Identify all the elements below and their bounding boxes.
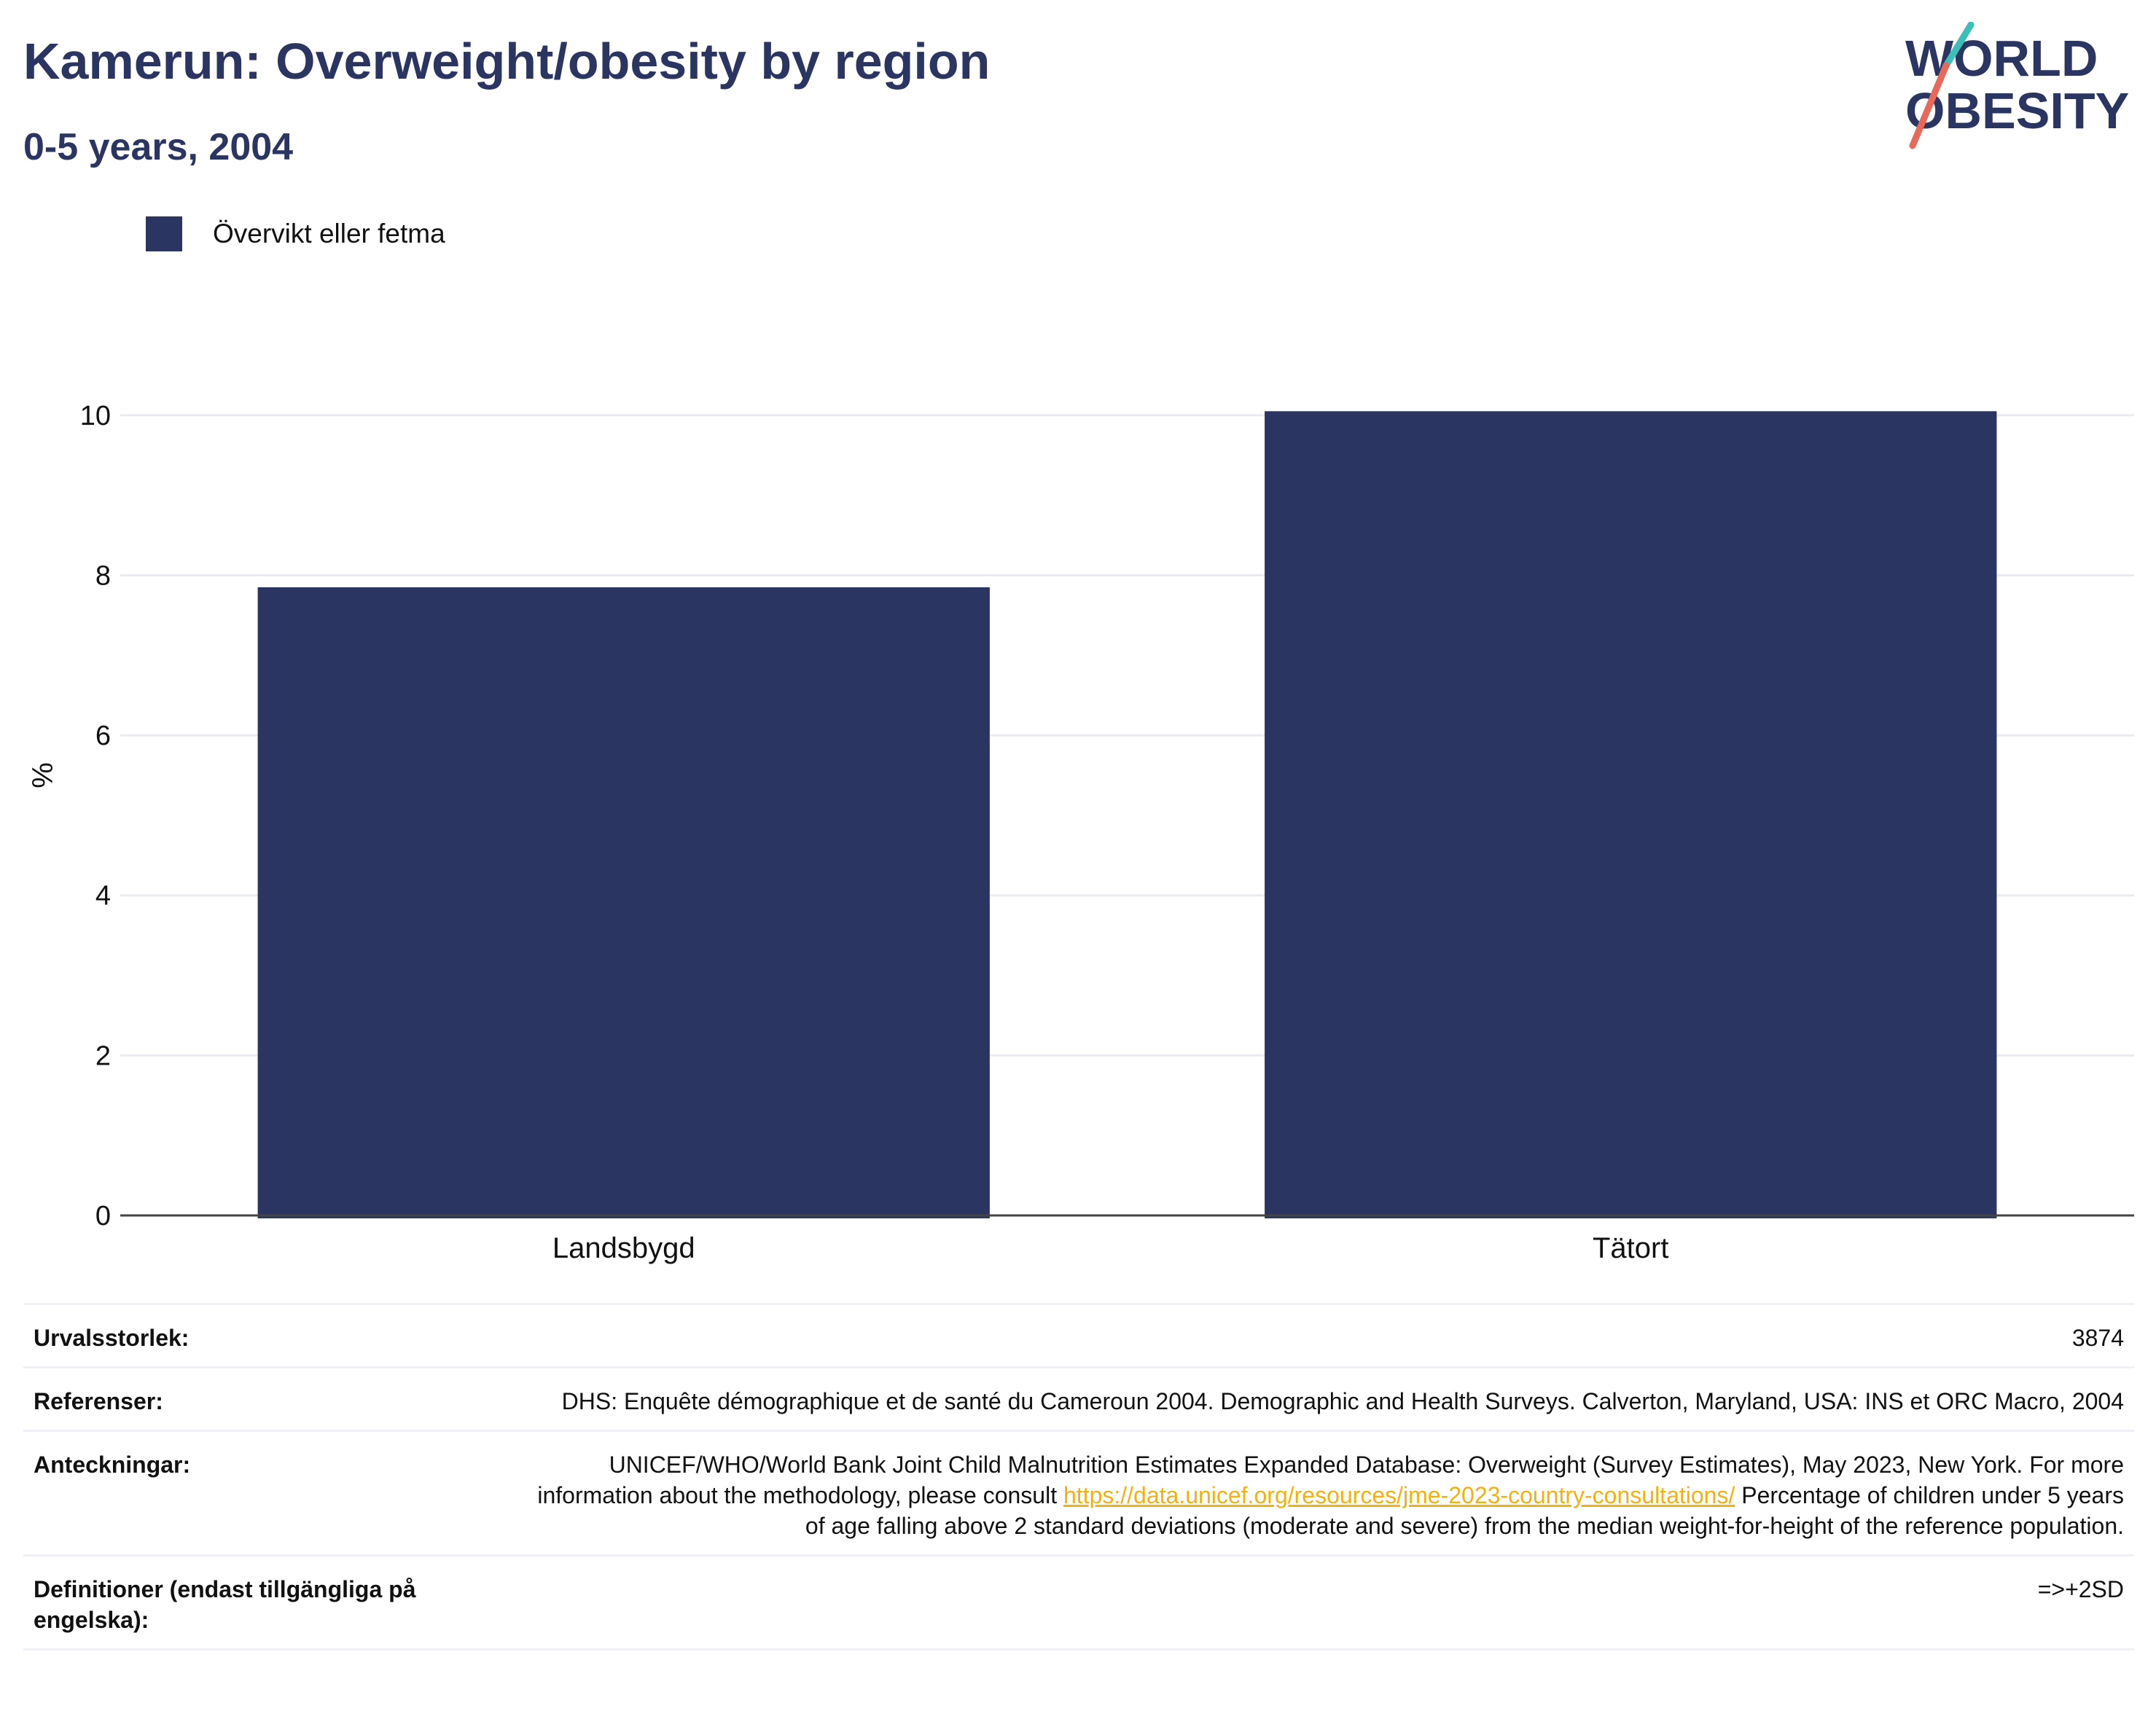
page-subtitle: 0-5 years, 2004 (23, 126, 294, 168)
logo-line2: OBESITY (1905, 82, 2129, 139)
y-tick-label: 4 (95, 881, 111, 912)
definitions-label: Definitioner (endast tillgängliga på eng… (34, 1576, 416, 1633)
definitions-value: =>+2SD (2037, 1576, 2124, 1602)
notes-row: Anteckningar: UNICEF/WHO/World Bank Join… (23, 1432, 2134, 1556)
notes-text-after: Percentage of children under 5 years of … (805, 1482, 2124, 1539)
notes-text-before: UNICEF/WHO/World Bank Joint Child Malnut… (537, 1452, 2124, 1508)
y-axis-label: % (27, 762, 59, 788)
x-category-labels: Landsbygd Tätort (552, 1232, 1669, 1264)
y-tick-labels: 0 2 4 6 8 10 (80, 401, 111, 1231)
logo-line1: WORLD (1905, 30, 2098, 87)
y-tick-label: 10 (80, 401, 111, 431)
y-tick-label: 2 (95, 1041, 111, 1071)
sample-size-value: 3874 (2071, 1325, 2124, 1351)
notes-label: Anteckningar: (34, 1452, 191, 1478)
y-tick-label: 8 (95, 560, 111, 591)
definitions-row: Definitioner (endast tillgängliga på eng… (23, 1556, 2134, 1650)
bar-chart: 0 2 4 6 8 10 Landsbygd Tätort % (27, 401, 2134, 1264)
chart-legend[interactable]: Övervikt eller fetma (146, 216, 445, 252)
metadata-table: Urvalsstorlek: 3874 Referenser: DHS: Enq… (23, 1303, 2134, 1650)
page-title: Kamerun: Overweight/obesity by region (23, 33, 991, 90)
y-tick-label: 0 (95, 1201, 111, 1231)
references-value: DHS: Enquête démographique et de santé d… (561, 1388, 2124, 1414)
bars (257, 411, 1997, 1218)
methodology-link[interactable]: https://data.unicef.org/resources/jme-20… (1063, 1482, 1735, 1508)
legend-label: Övervikt eller fetma (213, 219, 445, 248)
bar-tätort[interactable] (1265, 411, 1997, 1218)
notes-value: UNICEF/WHO/World Bank Joint Child Malnut… (485, 1449, 2124, 1541)
y-tick-label: 6 (95, 721, 111, 751)
bar-landsbygd[interactable] (257, 587, 990, 1218)
x-category-label: Landsbygd (552, 1232, 695, 1264)
references-row: Referenser: DHS: Enquête démographique e… (23, 1368, 2134, 1432)
legend-swatch (146, 216, 182, 251)
logo-slash-bottom (1909, 62, 1950, 149)
references-label: Referenser: (34, 1388, 163, 1414)
sample-size-row: Urvalsstorlek: 3874 (23, 1305, 2134, 1368)
sample-size-label: Urvalsstorlek: (34, 1325, 190, 1351)
world-obesity-logo: WORLD OBESITY (1905, 22, 2129, 149)
logo-slash-top (1942, 22, 1975, 69)
x-category-label: Tätort (1593, 1232, 1668, 1264)
